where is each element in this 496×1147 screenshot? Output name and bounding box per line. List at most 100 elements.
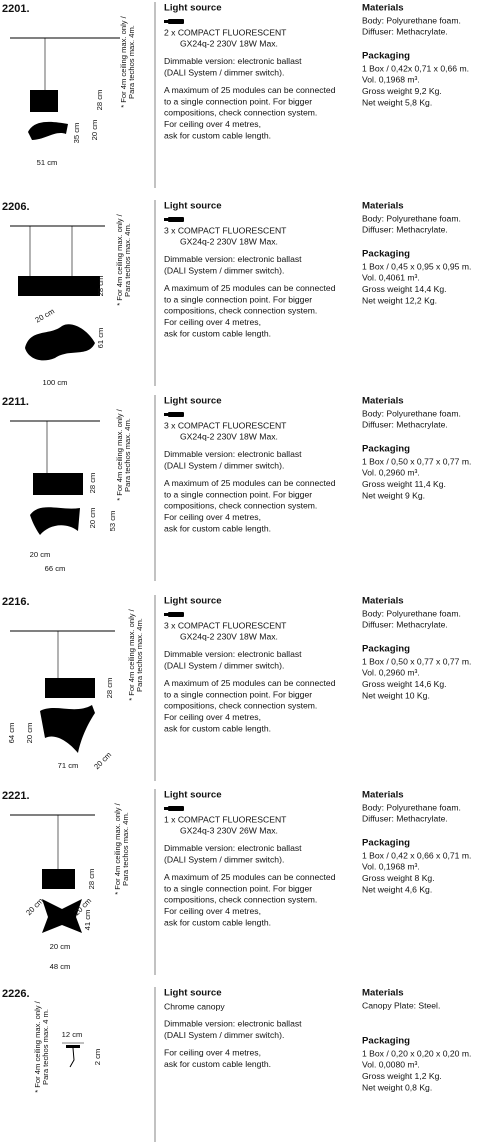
light-text: For ceiling over 4 metres, — [164, 317, 261, 327]
materials-text: Diffuser: Methacrylate. — [362, 27, 448, 37]
light-text: For ceiling over 4 metres, — [164, 712, 261, 722]
ceiling-note: Para techos max. 4m. — [135, 618, 144, 692]
light-text: Dimmable version: electronic ballast — [164, 649, 302, 659]
dimension-label: 12 cm — [62, 1030, 83, 1039]
dimension-label: 61 cm — [96, 328, 105, 349]
light-text: to a single connection point. For bigger — [164, 883, 312, 893]
light-text: (DALI System / dimmer switch). — [164, 460, 284, 470]
product-block: 2226. 12 cm 2 cm * For 4m ceiling max. only… — [2, 987, 471, 1147]
light-text: For ceiling over 4 metres, — [164, 512, 261, 522]
dimension-label: 20 cm — [50, 942, 71, 951]
lamp-plan — [25, 324, 95, 361]
light-text: to a single connection point. For bigger — [164, 96, 312, 106]
lamp-icon — [168, 612, 184, 617]
light-text: Dimmable version: electronic ballast — [164, 449, 302, 459]
section-title: Light source — [164, 396, 222, 407]
light-text: compositions, check connection system. — [164, 895, 317, 905]
lamp-plan — [30, 507, 80, 535]
materials-text: Diffuser: Methacrylate. — [362, 225, 448, 235]
section-title: Materials — [362, 988, 404, 999]
packaging-text: Gross weight 11,4 Kg. — [362, 479, 446, 489]
product-code: 2226. — [2, 988, 30, 1000]
packaging-text: 1 Box / 0,50 x 0,77 x 0,77 m. — [362, 456, 471, 466]
ceiling-note: Para techos max. 4m. — [123, 223, 132, 297]
dimension-label: 51 cm — [37, 158, 58, 167]
packaging-text: Net weight 4,6 Kg. — [362, 884, 432, 894]
product-block: 2211. 28 cm 20 cm 53 cm 20 cm 66 cm * For 4m c… — [2, 395, 471, 581]
packaging-text: 1 Box / 0,45 x 0,95 x 0,95 m. — [362, 261, 471, 271]
packaging-text: Vol. 0,1968 m³. — [362, 862, 420, 872]
dimension-label: 2 cm — [93, 1049, 102, 1065]
packaging-text: Gross weight 1,2 Kg. — [362, 1071, 442, 1081]
ceiling-note: * For 4m ceiling max. only / — [33, 1000, 42, 1092]
packaging-text: Vol. 0,2960 m³. — [362, 468, 420, 478]
dimension-label: 28 cm — [88, 473, 97, 494]
light-text: 2 x COMPACT FLUORESCENT — [164, 27, 287, 37]
section-title: Packaging — [362, 1036, 410, 1047]
light-text: ask for custom cable length. — [164, 523, 271, 533]
product-block: 2201. 28 cm 35 cm 20 cm 51 cm * For 4m ceilin… — [2, 2, 469, 188]
section-title: Light source — [164, 988, 222, 999]
light-text: Dimmable version: electronic ballast — [164, 1019, 302, 1029]
dimension-label: 41 cm — [83, 910, 92, 931]
dimension-label: 20 cm — [25, 723, 34, 744]
packaging-text: 1 Box / 0,20 x 0,20 x 0,20 m. — [362, 1048, 471, 1058]
light-text: ask for custom cable length. — [164, 328, 271, 338]
ceiling-note: * For 4m ceiling max. only / — [115, 213, 124, 305]
light-text: For ceiling over 4 metres, — [164, 906, 261, 916]
light-text: A maximum of 25 modules can be connected — [164, 872, 336, 882]
product-code: 2206. — [2, 201, 30, 213]
lamp-body — [42, 869, 75, 889]
materials-text: Body: Polyurethane foam. — [362, 802, 461, 812]
lamp-icon-base — [164, 807, 168, 810]
packaging-text: Net weight 5,8 Kg. — [362, 97, 432, 107]
lamp-plan — [42, 899, 82, 933]
light-text: to a single connection point. For bigger — [164, 294, 312, 304]
light-text: 3 x COMPACT FLUORESCENT — [164, 225, 287, 235]
materials-text: Diffuser: Methacrylate. — [362, 420, 448, 430]
ceiling-note: * For 4m ceiling max. only / — [127, 608, 136, 700]
section-title: Packaging — [362, 644, 410, 655]
light-text: (DALI System / dimmer switch). — [164, 265, 284, 275]
product-code: 2216. — [2, 596, 30, 608]
materials-text: Diffuser: Methacrylate. — [362, 814, 448, 824]
light-text: 1 x COMPACT FLUORESCENT — [164, 814, 287, 824]
packaging-text: 1 Box / 0,50 x 0,77 x 0,77 m. — [362, 656, 471, 666]
light-text: A maximum of 25 modules can be connected — [164, 678, 336, 688]
light-text: Dimmable version: electronic ballast — [164, 56, 302, 66]
lamp-body — [30, 90, 58, 112]
materials-text: Body: Polyurethane foam. — [362, 15, 461, 25]
section-title: Packaging — [362, 249, 410, 260]
dimension-label: 20 cm — [92, 750, 113, 771]
light-text: GX24q-2 230V 18W Max. — [180, 39, 278, 49]
dimension-label: 53 cm — [108, 511, 117, 532]
canopy-cable — [69, 1047, 75, 1068]
light-text: 3 x COMPACT FLUORESCENT — [164, 420, 287, 430]
dimension-label: 71 cm — [58, 761, 79, 770]
dimension-label: 20 cm — [24, 896, 45, 917]
light-text: A maximum of 25 modules can be connected — [164, 283, 336, 293]
section-title: Packaging — [362, 51, 410, 62]
light-text: to a single connection point. For bigger — [164, 689, 312, 699]
lamp-body — [18, 276, 100, 296]
materials-text: Diffuser: Methacrylate. — [362, 620, 448, 630]
dimension-label: 28 cm — [105, 678, 114, 699]
light-text: compositions, check connection system. — [164, 701, 317, 711]
lamp-icon — [168, 412, 184, 417]
lamp-icon — [168, 806, 184, 811]
ceiling-note: Para techos max. 4m. — [127, 25, 136, 99]
product-code: 2221. — [2, 790, 30, 802]
packaging-text: 1 Box / 0,42 x 0,66 x 0,71 m. — [362, 850, 471, 860]
dimension-label: 28 cm — [87, 869, 96, 890]
ceiling-note: * For 4m ceiling max. only / — [115, 408, 124, 500]
light-text: (DALI System / dimmer switch). — [164, 67, 284, 77]
ceiling-note: Para techos max. 4m. — [121, 812, 130, 886]
product-code: 2211. — [2, 396, 29, 408]
materials-text: Body: Polyurethane foam. — [362, 608, 461, 618]
light-text: ask for custom cable length. — [164, 723, 271, 733]
lamp-icon-base — [164, 413, 168, 416]
lamp-icon — [168, 19, 184, 24]
packaging-text: Net weight 0,8 Kg. — [362, 1082, 432, 1092]
light-text: compositions, check connection system. — [164, 501, 317, 511]
